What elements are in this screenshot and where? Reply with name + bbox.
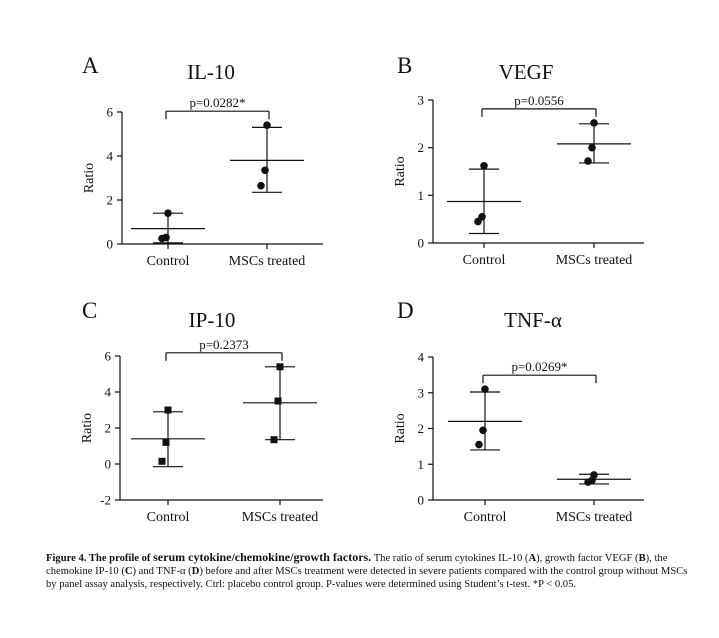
panel-title: VEGF bbox=[499, 60, 554, 84]
y-tick-label: -2 bbox=[100, 493, 111, 508]
y-tick-label: 0 bbox=[105, 457, 112, 472]
data-point bbox=[588, 143, 596, 152]
data-point bbox=[479, 426, 487, 435]
y-axis-label: Ratio bbox=[80, 413, 95, 443]
caption-ref-d: D bbox=[191, 566, 200, 578]
y-tick-label: 2 bbox=[418, 421, 425, 436]
y-tick-label: 3 bbox=[418, 385, 425, 400]
caption-text-2: ), growth factor VEGF ( bbox=[536, 553, 639, 564]
x-tick-label: MSCs treated bbox=[229, 254, 306, 269]
data-point bbox=[590, 119, 598, 127]
x-tick-label: Control bbox=[147, 254, 190, 269]
y-tick-label: 6 bbox=[107, 105, 114, 120]
y-axis-label: Ratio bbox=[393, 413, 408, 443]
data-point bbox=[257, 181, 265, 190]
y-tick-label: 1 bbox=[418, 457, 425, 472]
data-point bbox=[158, 234, 166, 243]
panel-title: IL-10 bbox=[187, 60, 235, 84]
data-point bbox=[584, 478, 592, 486]
panel-letter: A bbox=[82, 53, 99, 78]
data-point bbox=[162, 438, 170, 446]
data-point bbox=[270, 436, 278, 444]
data-point bbox=[276, 363, 284, 371]
data-point bbox=[164, 406, 172, 414]
y-tick-label: 0 bbox=[418, 493, 425, 508]
y-tick-label: 0 bbox=[418, 236, 425, 251]
caption-text-3: ), the chemokine IP-10 ( bbox=[46, 553, 668, 578]
panel-letter: C bbox=[82, 298, 97, 323]
y-tick-label: 6 bbox=[105, 349, 112, 364]
figure-caption: Figure 4. The profile of serum cytokine/… bbox=[46, 550, 694, 592]
y-tick-label: 4 bbox=[105, 385, 112, 400]
y-tick-label: 0 bbox=[107, 237, 114, 252]
x-tick-label: MSCs treated bbox=[242, 510, 319, 525]
y-tick-label: 2 bbox=[105, 421, 112, 436]
panel-a-il-10: A IL-10 0 2 4 6 Ratio Control MSCs treated p=0.02… bbox=[82, 53, 323, 269]
panel-title: TNF-α bbox=[504, 308, 562, 332]
y-tick-label: 4 bbox=[418, 350, 425, 365]
y-tick-label: 4 bbox=[107, 149, 114, 164]
caption-heading-topic: serum cytokine/chemokine/growth factors. bbox=[153, 550, 372, 564]
data-point bbox=[164, 209, 172, 217]
y-tick-label: 3 bbox=[418, 93, 425, 108]
data-point bbox=[584, 157, 592, 165]
caption-text-4: ) and TNF-α ( bbox=[132, 566, 192, 578]
data-point bbox=[158, 457, 166, 465]
panel-d-tnf-alpha: D TNF-α 0 1 2 3 4 Ratio Control MSCs treated p=0.0… bbox=[393, 298, 644, 525]
significance-label: p=0.0556 bbox=[514, 93, 564, 108]
significance-label: p=0.0269* bbox=[511, 359, 567, 374]
y-tick-label: 2 bbox=[418, 140, 425, 155]
y-axis-label: Ratio bbox=[393, 156, 408, 186]
x-tick-label: Control bbox=[463, 253, 506, 268]
data-point bbox=[274, 397, 282, 405]
y-tick-label: 2 bbox=[107, 193, 114, 208]
x-tick-label: Control bbox=[464, 510, 507, 525]
x-tick-label: Control bbox=[147, 510, 190, 525]
x-tick-label: MSCs treated bbox=[556, 510, 633, 525]
panel-title: IP-10 bbox=[189, 308, 236, 332]
caption-heading: Figure 4. The profile of bbox=[46, 553, 151, 564]
panel-c-ip-10: C IP-10 -2 0 2 4 6 Ratio Control MSCs treated p=0.… bbox=[80, 298, 323, 525]
data-point bbox=[481, 385, 489, 393]
data-point bbox=[261, 166, 269, 175]
data-point bbox=[263, 121, 271, 129]
caption-ref-b: B bbox=[638, 553, 646, 564]
panel-letter: D bbox=[397, 298, 414, 323]
data-point bbox=[474, 217, 482, 226]
significance-label: p=0.0282* bbox=[189, 95, 245, 110]
figure-panels: A IL-10 0 2 4 6 Ratio Control MSCs treated p=0.02… bbox=[80, 53, 644, 525]
caption-ref-a: A bbox=[528, 553, 537, 564]
y-tick-label: 1 bbox=[418, 188, 425, 203]
caption-text-5: ) before and after MSCs treatment were d… bbox=[46, 566, 688, 591]
data-point bbox=[475, 440, 483, 449]
caption-text-1: The ratio of serum cytokines IL-10 ( bbox=[373, 553, 529, 564]
panel-b-vegf: B VEGF 0 1 2 3 Ratio Control MSCs treated p=0.055… bbox=[393, 53, 644, 268]
y-axis-label: Ratio bbox=[82, 163, 97, 193]
data-point bbox=[480, 161, 488, 170]
x-tick-label: MSCs treated bbox=[556, 253, 633, 268]
panel-letter: B bbox=[397, 53, 412, 78]
significance-label: p=0.2373 bbox=[199, 337, 249, 352]
caption-ref-c: C bbox=[124, 566, 133, 578]
